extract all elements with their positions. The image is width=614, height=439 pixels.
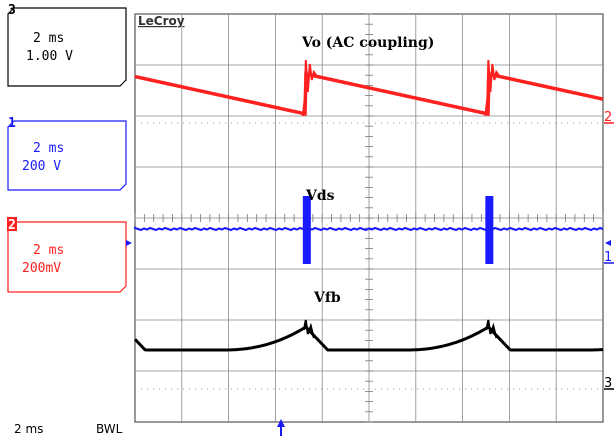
trace-layer [133, 59, 604, 352]
vds-pulse [302, 196, 311, 264]
vfb-spike [302, 319, 315, 339]
channel-2-scale: 200mV [22, 261, 61, 276]
trigger-marker[interactable] [277, 419, 285, 436]
status-timebase: 2 ms [14, 422, 43, 436]
svg-text:2: 2 [604, 110, 612, 125]
channel-3-timebase: 2 ms [33, 31, 64, 46]
channel-2-id: 2 [8, 218, 16, 233]
svg-text:3: 3 [604, 376, 612, 391]
vds-pulse [485, 196, 494, 264]
right-marker-ch2[interactable]: 2 [604, 110, 614, 125]
channel-2-badge [7, 217, 17, 231]
plot-grid [134, 13, 604, 423]
right-marker-ch1[interactable]: 1 [604, 240, 614, 265]
vo-spike [301, 59, 318, 117]
channel-2-box[interactable]: 2 2 ms 200mV [7, 217, 127, 293]
trace-vo [134, 71, 604, 117]
channel-2-timebase: 2 ms [33, 243, 64, 258]
trace-vds [134, 226, 604, 232]
status-bwl: BWL [96, 422, 123, 436]
svg-text:1: 1 [604, 250, 612, 265]
label-vo: Vo (AC coupling) [301, 35, 434, 51]
trace-vfb [133, 325, 604, 352]
label-vds: Vds [305, 188, 335, 204]
brand-logo: LeCroy [138, 14, 185, 28]
channel-1-box[interactable]: 1 2 ms 200 V [7, 116, 127, 191]
channel-1-timebase: 2 ms [33, 141, 64, 156]
channel-3-box[interactable]: 3 2 ms 1.00 V [7, 3, 127, 87]
channel-3-id: 3 [8, 3, 16, 18]
vo-spike [484, 59, 501, 117]
vfb-spike [485, 319, 498, 339]
ch1-ground-marker[interactable] [126, 240, 132, 246]
right-marker-ch3[interactable]: 3 [604, 376, 614, 391]
channel-1-scale: 200 V [22, 159, 61, 174]
channel-3-scale: 1.00 V [26, 49, 73, 64]
label-vfb: Vfb [313, 290, 341, 306]
channel-1-id: 1 [8, 116, 16, 131]
